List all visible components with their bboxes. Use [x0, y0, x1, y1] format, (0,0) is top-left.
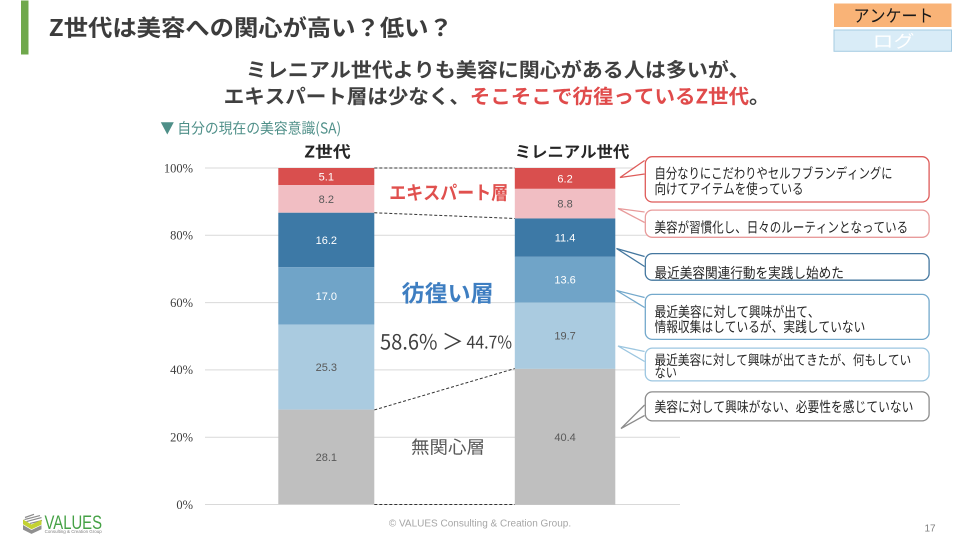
- svg-text:5.1: 5.1: [319, 172, 334, 184]
- svg-text:8.8: 8.8: [557, 199, 572, 211]
- svg-text:16.2: 16.2: [316, 235, 337, 247]
- svg-text:28.1: 28.1: [316, 452, 337, 464]
- svg-text:19.7: 19.7: [554, 331, 575, 343]
- svg-text:40%: 40%: [170, 363, 193, 377]
- svg-text:25.3: 25.3: [316, 362, 337, 374]
- svg-text:VALUES: VALUES: [45, 513, 103, 534]
- svg-text:© VALUES Consulting & Creation: © VALUES Consulting & Creation Group.: [389, 519, 571, 530]
- svg-text:60%: 60%: [170, 296, 193, 310]
- svg-text:17.0: 17.0: [316, 291, 337, 303]
- svg-text:80%: 80%: [170, 229, 193, 243]
- svg-text:20%: 20%: [170, 431, 193, 445]
- svg-text:8.2: 8.2: [319, 194, 334, 206]
- svg-text:6.2: 6.2: [557, 173, 572, 185]
- svg-text:Consulting & Creation Group: Consulting & Creation Group: [45, 529, 103, 534]
- svg-text:100%: 100%: [164, 161, 193, 175]
- svg-text:13.6: 13.6: [554, 275, 575, 287]
- svg-text:0%: 0%: [176, 498, 193, 512]
- svg-text:40.4: 40.4: [554, 432, 575, 444]
- svg-text:11.4: 11.4: [555, 233, 576, 245]
- svg-text:17: 17: [924, 524, 936, 535]
